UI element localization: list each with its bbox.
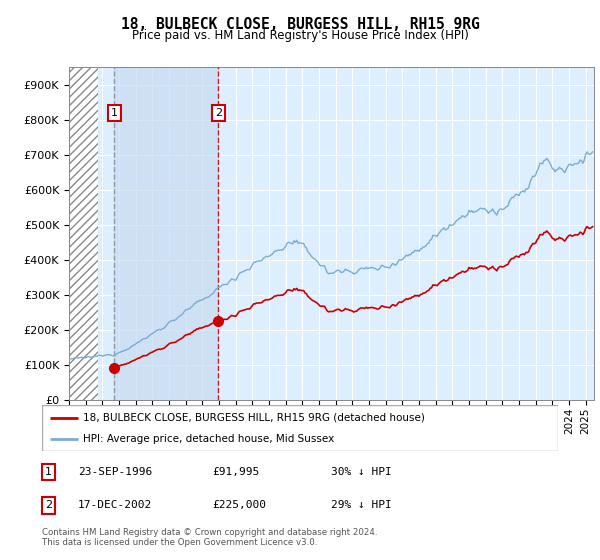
Text: 23-SEP-1996: 23-SEP-1996 (78, 467, 152, 477)
Text: Contains HM Land Registry data © Crown copyright and database right 2024.
This d: Contains HM Land Registry data © Crown c… (42, 528, 377, 547)
Text: 1: 1 (44, 467, 52, 477)
Text: 30% ↓ HPI: 30% ↓ HPI (331, 467, 392, 477)
Text: 18, BULBECK CLOSE, BURGESS HILL, RH15 9RG (detached house): 18, BULBECK CLOSE, BURGESS HILL, RH15 9R… (83, 413, 425, 423)
Text: Price paid vs. HM Land Registry's House Price Index (HPI): Price paid vs. HM Land Registry's House … (131, 29, 469, 42)
FancyBboxPatch shape (42, 405, 558, 451)
Text: 18, BULBECK CLOSE, BURGESS HILL, RH15 9RG: 18, BULBECK CLOSE, BURGESS HILL, RH15 9R… (121, 17, 479, 32)
Text: 17-DEC-2002: 17-DEC-2002 (78, 501, 152, 510)
Text: 1: 1 (111, 108, 118, 118)
Bar (69, 67, 98, 400)
Text: £91,995: £91,995 (212, 467, 260, 477)
Text: 2: 2 (215, 108, 222, 118)
Text: £225,000: £225,000 (212, 501, 266, 510)
Bar (115, 67, 218, 400)
Text: 2: 2 (44, 501, 52, 510)
Text: 29% ↓ HPI: 29% ↓ HPI (331, 501, 392, 510)
Text: HPI: Average price, detached house, Mid Sussex: HPI: Average price, detached house, Mid … (83, 435, 335, 444)
